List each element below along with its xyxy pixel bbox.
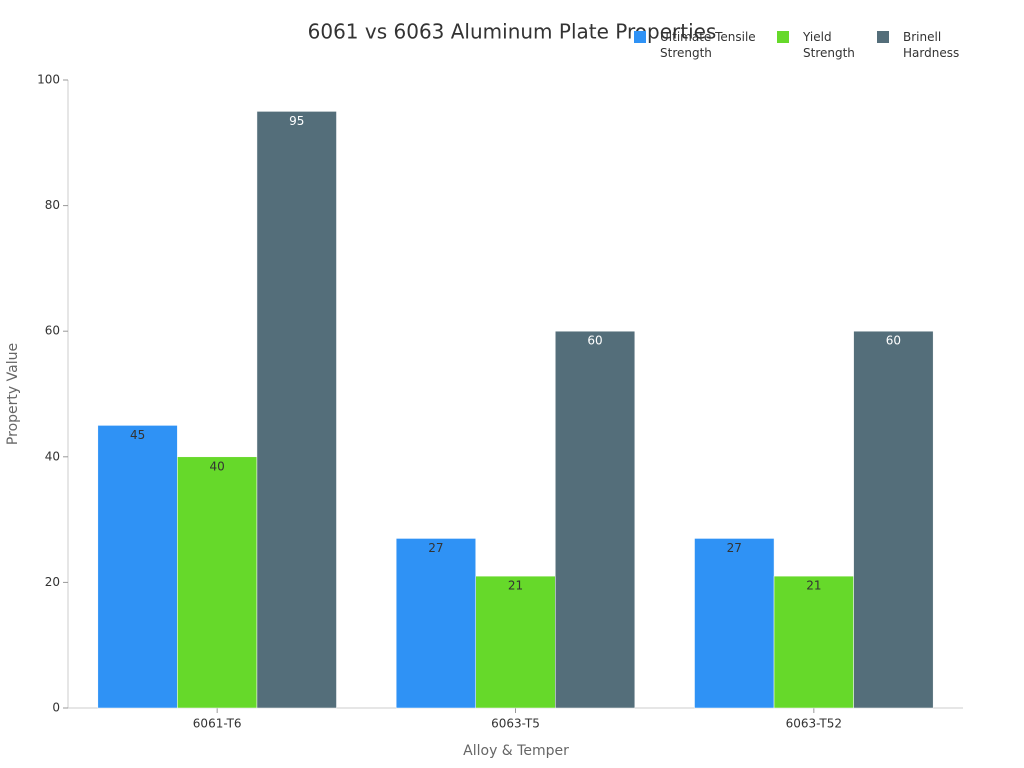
bar xyxy=(853,330,934,709)
y-tick-label: 40 xyxy=(45,449,60,463)
data-label: 21 xyxy=(508,579,523,593)
x-tick-label: 6061-T6 xyxy=(193,717,242,731)
bar xyxy=(395,538,476,709)
data-label: 95 xyxy=(289,114,304,128)
y-tick-label: 100 xyxy=(37,73,60,87)
legend-label: Ultimate Tensile Strength xyxy=(660,30,756,60)
bar xyxy=(773,575,854,709)
data-label: 27 xyxy=(428,541,443,555)
data-label: 21 xyxy=(806,579,821,593)
y-tick-label: 20 xyxy=(45,575,60,589)
legend-swatch xyxy=(777,31,789,43)
legend-item: Ultimate Tensile Strength xyxy=(634,29,764,61)
legend-swatch xyxy=(634,31,646,43)
chart-title: 6061 vs 6063 Aluminum Plate Properties xyxy=(308,20,717,44)
y-tick-label: 0 xyxy=(52,701,60,715)
legend-item: Brinell Hardness xyxy=(877,29,972,61)
data-label: 40 xyxy=(210,459,225,473)
bar xyxy=(475,575,556,709)
legend-item: Yield Strength xyxy=(777,29,872,61)
bar xyxy=(256,111,337,709)
x-tick-label: 6063-T52 xyxy=(786,717,842,731)
x-axis-label: Alloy & Temper xyxy=(463,743,569,759)
y-axis-label: Property Value xyxy=(5,343,21,445)
y-tick-label: 60 xyxy=(45,324,60,338)
data-label: 60 xyxy=(886,334,901,348)
data-label: 45 xyxy=(130,428,145,442)
legend-swatch xyxy=(877,31,889,43)
legend-label: Yield Strength xyxy=(803,30,855,60)
legend-label: Brinell Hardness xyxy=(903,30,960,60)
data-label: 60 xyxy=(587,334,602,348)
bar xyxy=(97,425,178,709)
y-tick-label: 80 xyxy=(45,198,60,212)
bar xyxy=(694,538,775,709)
data-label: 27 xyxy=(727,541,742,555)
bar xyxy=(177,456,258,709)
bar xyxy=(555,330,636,709)
x-tick-label: 6063-T5 xyxy=(491,717,540,731)
